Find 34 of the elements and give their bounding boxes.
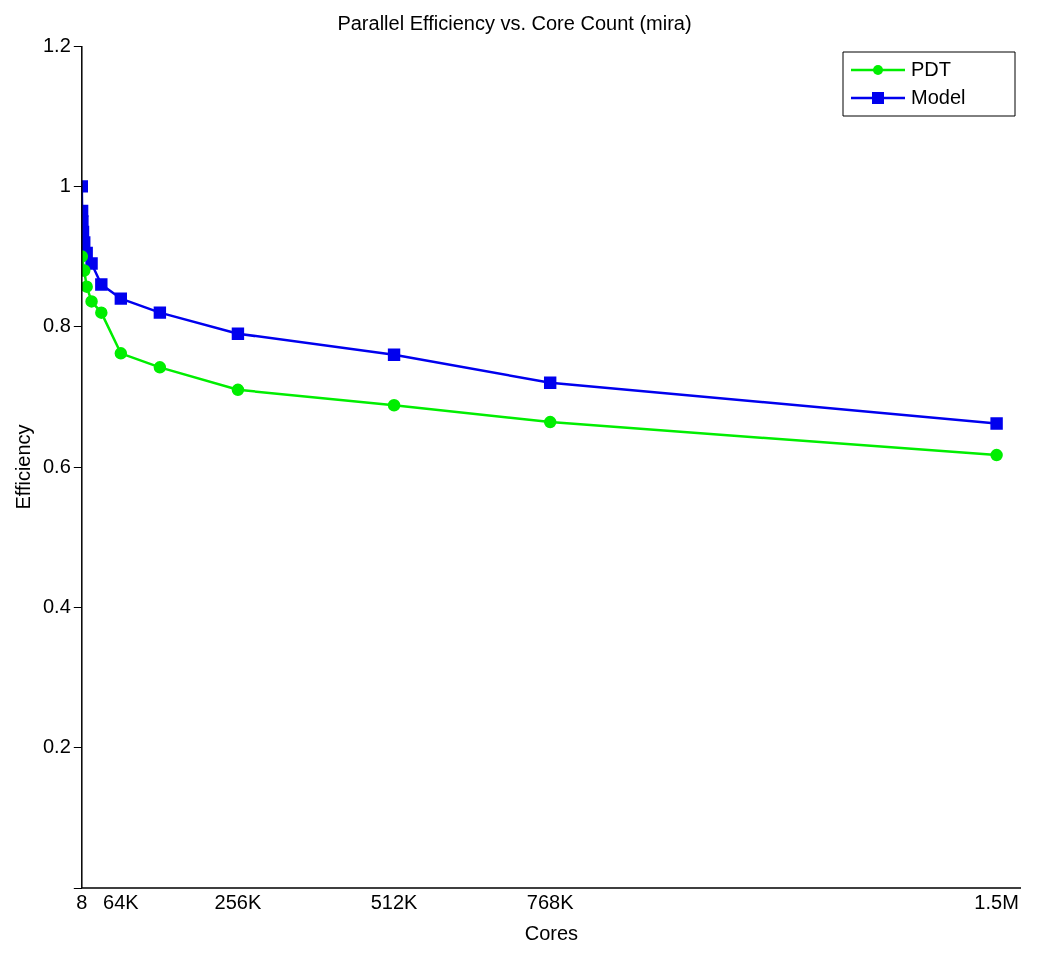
chart-title: Parallel Efficiency vs. Core Count (mira) xyxy=(337,11,692,34)
y-tick-label: 0.2 xyxy=(42,735,71,758)
point xyxy=(990,417,1003,430)
legend-label: Model xyxy=(911,85,966,108)
y-tick-label: 0.4 xyxy=(42,594,71,617)
point xyxy=(85,257,98,270)
x-tick-label: 1.5M xyxy=(974,890,1019,913)
point xyxy=(387,399,401,412)
point xyxy=(114,292,128,305)
x-tick-label: 64K xyxy=(103,890,140,913)
point xyxy=(95,278,108,291)
point xyxy=(85,295,98,308)
x-axis-title: Cores xyxy=(524,921,579,944)
legend-label: PDT xyxy=(911,57,951,80)
point xyxy=(387,348,401,361)
y-tick-label: 1 xyxy=(59,173,71,196)
point xyxy=(231,327,245,340)
point xyxy=(95,306,108,319)
point xyxy=(543,415,557,429)
x-tick-label: 512K xyxy=(370,890,419,913)
point xyxy=(231,383,245,397)
point xyxy=(543,376,557,389)
point xyxy=(990,448,1003,462)
point xyxy=(114,347,128,360)
point xyxy=(153,361,167,374)
y-tick-label: 0.8 xyxy=(42,314,71,337)
point xyxy=(81,280,93,293)
y-tick-label: 1.2 xyxy=(42,33,71,56)
y-axis-title: Efficiency xyxy=(11,424,34,510)
y-tick-label: 0.6 xyxy=(42,454,71,477)
x-tick-label: 8 xyxy=(76,890,88,913)
point xyxy=(153,306,167,319)
x-tick-label: 768K xyxy=(526,890,575,913)
x-tick-label: 256K xyxy=(214,890,262,913)
